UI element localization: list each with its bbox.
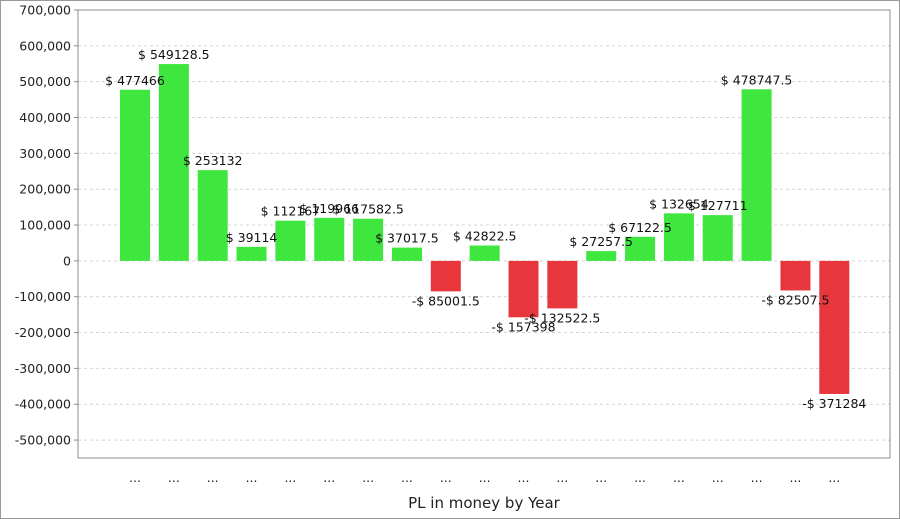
data-label: $ 42822.5 <box>453 229 517 244</box>
data-label: $ 39114 <box>226 230 278 245</box>
bar <box>120 89 150 261</box>
x-tick-label: ... <box>789 470 801 485</box>
x-tick-label: ... <box>595 470 607 485</box>
data-label: $ 112167 <box>261 204 321 219</box>
y-tick-label: -100,000 <box>15 289 71 304</box>
y-tick-label: -400,000 <box>15 397 71 412</box>
data-label: $ 27257.5 <box>569 234 633 249</box>
bar <box>780 260 811 291</box>
data-label: $ 477466 <box>105 73 165 88</box>
bar <box>391 247 422 261</box>
data-label: $ 549128.5 <box>138 47 210 62</box>
x-axis-ticks: ........................................… <box>129 470 840 485</box>
data-label: -$ 371284 <box>802 396 866 411</box>
x-tick-label: ... <box>246 470 258 485</box>
y-tick-label: -500,000 <box>15 433 71 448</box>
bar <box>508 260 539 318</box>
y-tick-label: 100,000 <box>19 218 71 233</box>
x-axis-title: PL in money by Year <box>408 494 561 512</box>
data-label: $ 132654 <box>649 196 709 211</box>
bar <box>197 170 228 261</box>
x-tick-label: ... <box>401 470 413 485</box>
data-label: -$ 82507.5 <box>761 292 829 307</box>
bar <box>469 245 500 261</box>
y-tick-label: 500,000 <box>19 74 71 89</box>
x-tick-label: ... <box>712 470 724 485</box>
bar <box>741 89 772 261</box>
x-tick-label: ... <box>479 470 491 485</box>
bar <box>547 260 578 309</box>
y-tick-label: 600,000 <box>19 38 71 53</box>
y-tick-label: 0 <box>63 253 71 268</box>
y-tick-label: -300,000 <box>15 361 71 376</box>
data-label: $ 117582.5 <box>332 202 404 217</box>
bar <box>430 260 461 292</box>
bar <box>625 236 656 261</box>
bar <box>702 215 733 261</box>
y-axis-ticks: 700,000 600,000 500,000 400,000 300,000 200,0… <box>15 3 78 448</box>
data-labels: $ 477466 $ 549128.5 $ 253132 $ 39114 $ 11216… <box>105 47 866 411</box>
bar <box>314 217 345 261</box>
data-label: $ 253132 <box>183 153 243 168</box>
bar <box>586 251 617 261</box>
bar <box>236 246 267 261</box>
data-label: -$ 157398 <box>491 319 555 334</box>
x-tick-label: ... <box>751 470 763 485</box>
bar <box>353 218 384 261</box>
y-tick-label: 300,000 <box>19 146 71 161</box>
x-tick-label: ... <box>284 470 296 485</box>
plot-area-border <box>77 9 891 459</box>
x-tick-label: ... <box>634 470 646 485</box>
data-label: $ 119966 <box>299 201 359 216</box>
y-tick-label: -200,000 <box>15 325 71 340</box>
bar <box>663 213 694 261</box>
bar <box>158 64 189 261</box>
x-tick-label: ... <box>168 470 180 485</box>
data-label: $ 127711 <box>688 198 748 213</box>
bar <box>275 220 306 261</box>
bars <box>120 64 850 394</box>
x-tick-label: ... <box>440 470 452 485</box>
x-tick-label: ... <box>362 470 374 485</box>
y-tick-label: 700,000 <box>19 3 71 18</box>
x-tick-label: ... <box>129 470 141 485</box>
x-tick-label: ... <box>556 470 568 485</box>
x-tick-label: ... <box>828 470 840 485</box>
y-tick-label: 200,000 <box>19 182 71 197</box>
x-tick-label: ... <box>673 470 685 485</box>
y-tick-label: 400,000 <box>19 110 71 125</box>
x-tick-label: ... <box>323 470 335 485</box>
data-label: $ 37017.5 <box>375 231 439 246</box>
bar <box>819 260 850 394</box>
x-tick-label: ... <box>207 470 219 485</box>
data-label: $ 478747.5 <box>721 72 793 87</box>
data-label: -$ 132522.5 <box>524 310 600 325</box>
data-label: $ 67122.5 <box>608 220 672 235</box>
data-label: -$ 85001.5 <box>412 293 480 308</box>
x-tick-label: ... <box>518 470 530 485</box>
